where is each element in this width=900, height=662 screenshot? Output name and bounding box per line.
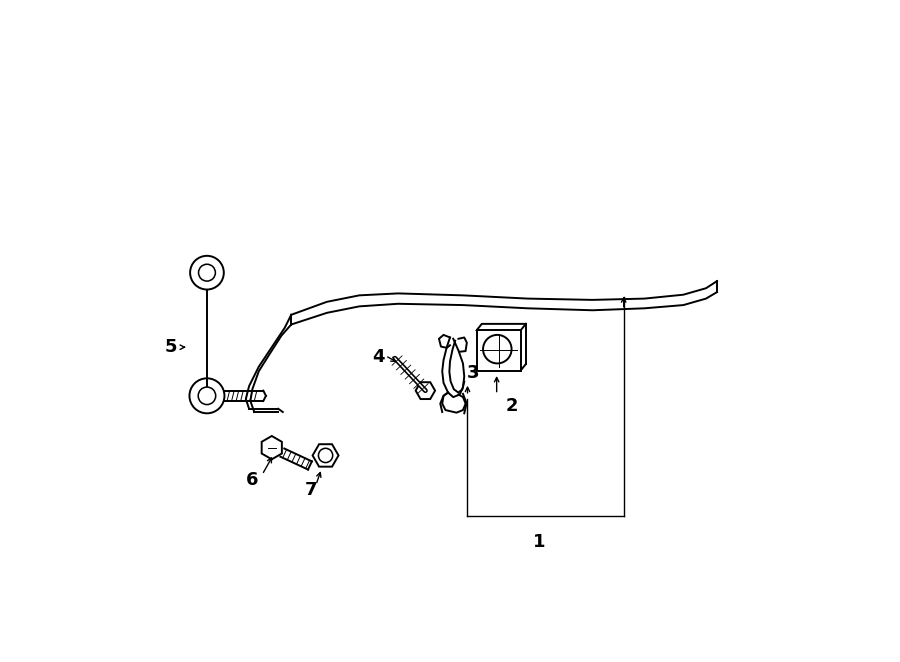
Text: 7: 7 (304, 481, 317, 498)
Text: 3: 3 (466, 364, 479, 382)
Text: 1: 1 (533, 533, 545, 551)
Bar (477, 330, 520, 371)
Text: 6: 6 (246, 471, 258, 489)
Polygon shape (262, 436, 282, 459)
Polygon shape (312, 444, 338, 467)
Polygon shape (416, 382, 435, 399)
Text: 5: 5 (165, 338, 177, 356)
Text: 4: 4 (373, 348, 385, 366)
Text: 2: 2 (505, 397, 518, 414)
